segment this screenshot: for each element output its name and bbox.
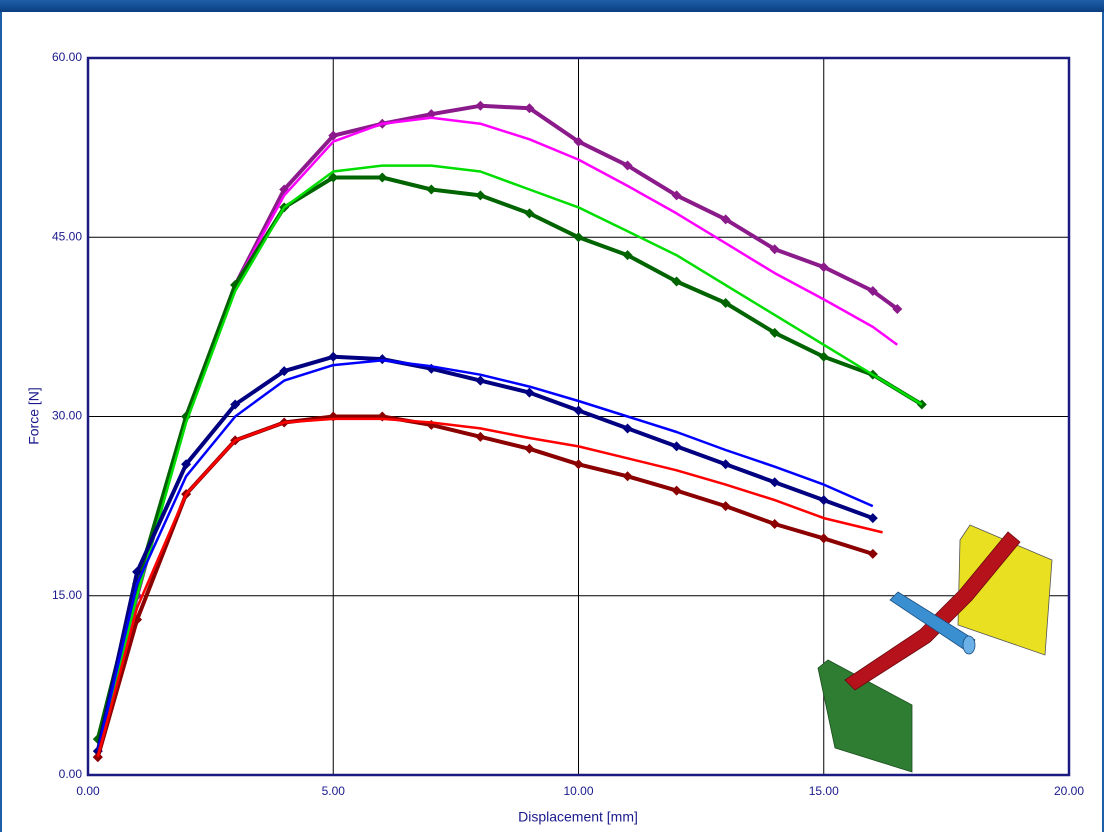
y-tick-label: 30.00: [52, 409, 82, 423]
x-tick-label: 10.00: [563, 784, 593, 798]
y-axis-label: Force [N]: [26, 387, 42, 445]
y-tick-label: 60.00: [52, 50, 82, 64]
title-bar: [0, 0, 1104, 12]
cylinder-end: [963, 636, 975, 654]
x-tick-label: 15.00: [809, 784, 839, 798]
x-tick-label: 0.00: [76, 784, 100, 798]
y-tick-label: 45.00: [52, 229, 82, 243]
x-tick-label: 5.00: [322, 784, 346, 798]
x-axis-label: Displacement [mm]: [518, 809, 638, 825]
x-tick-label: 20.00: [1054, 784, 1084, 798]
chart: Displacement [mm] Force [N] 0.00 15.00 30.…: [0, 0, 1104, 832]
y-tick-label: 15.00: [52, 588, 82, 602]
y-tick-label: 0.00: [59, 767, 83, 781]
